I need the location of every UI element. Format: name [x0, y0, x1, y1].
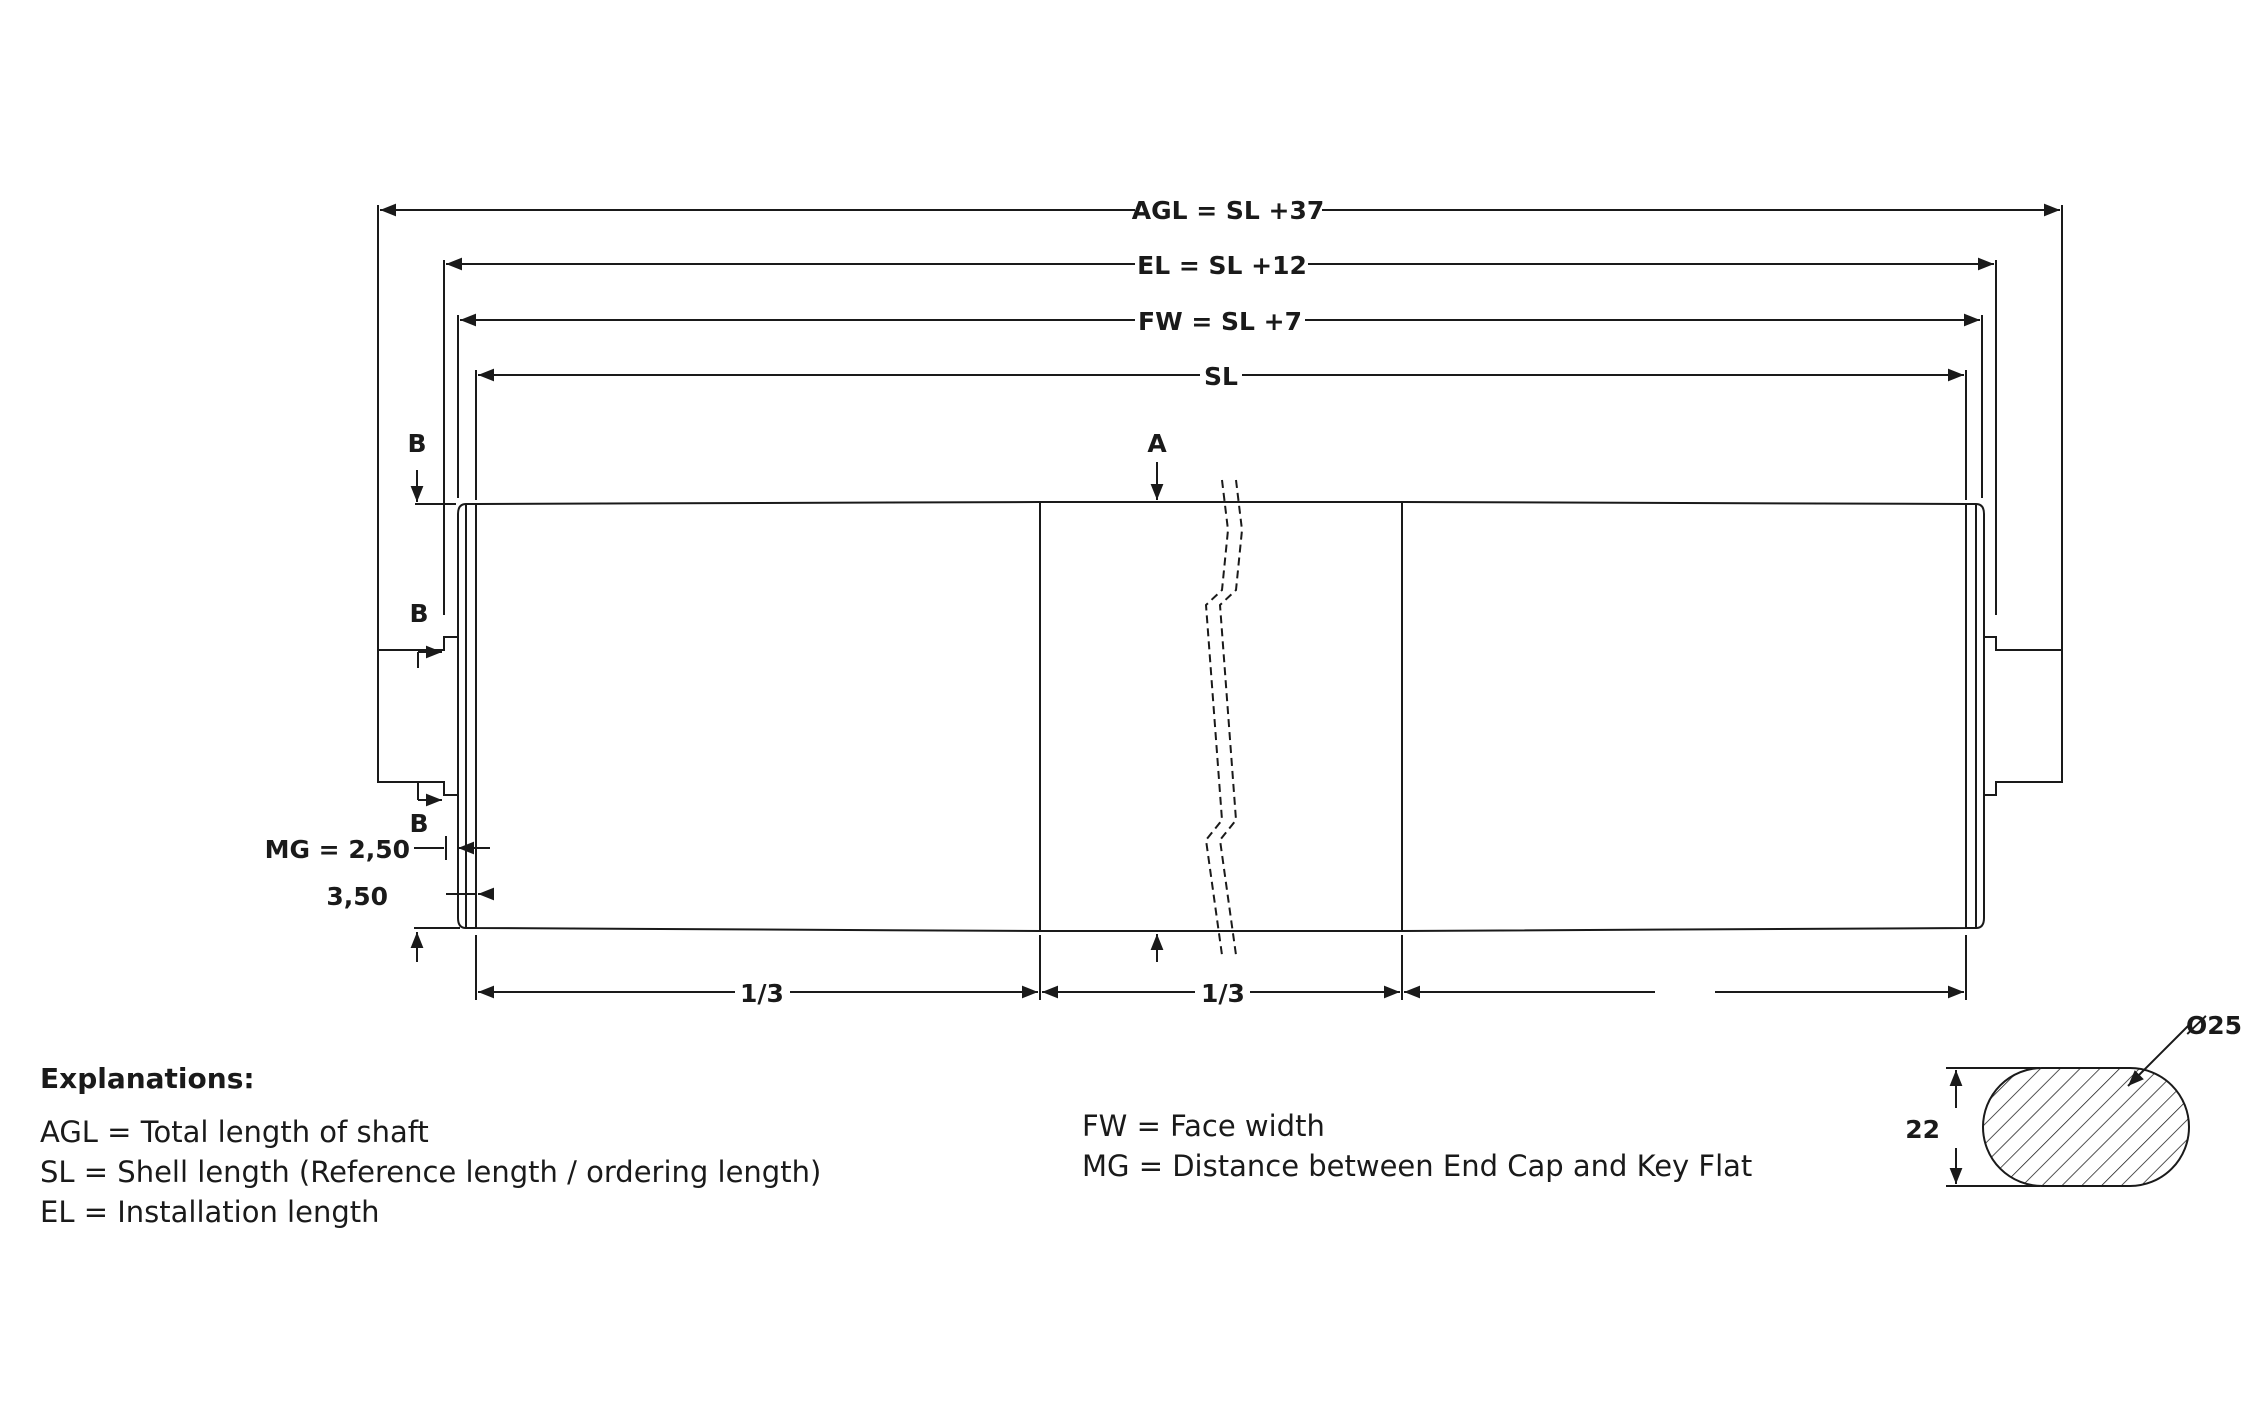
- explanations-right: FW = Face width MG = Distance between En…: [1082, 1106, 1752, 1186]
- break-line-2: [1218, 479, 1244, 956]
- key-flat-label: 22: [1905, 1115, 1940, 1144]
- third-label-left: 1/3: [740, 979, 784, 1008]
- sl-label: SL: [1204, 362, 1238, 391]
- agl-label: AGL = SL +37: [1132, 196, 1325, 225]
- shaft-section-hatch: [1983, 1068, 2189, 1186]
- marker-b-mid: B: [409, 599, 428, 628]
- fw-label: FW = SL +7: [1138, 307, 1302, 336]
- marker-a: A: [1147, 429, 1167, 458]
- end-cap-left: [457, 503, 476, 929]
- break-line-1: [1204, 479, 1230, 956]
- explanation-mg: MG = Distance between End Cap and Key Fl…: [1082, 1149, 1753, 1183]
- marker-b-low: B: [409, 809, 428, 838]
- end-cap-right: [1966, 503, 1985, 929]
- shaft-cross-section: [1982, 1067, 2190, 1187]
- shaft-right: [1984, 636, 2063, 796]
- shaft-left: [377, 636, 458, 796]
- mg-label: MG = 2,50: [265, 835, 410, 864]
- explanations-left: AGL = Total length of shaft SL = Shell l…: [40, 1112, 821, 1232]
- diameter-leader: [2127, 1025, 2189, 1087]
- marker-b-top: B: [407, 429, 426, 458]
- offset-label: 3,50: [326, 882, 388, 911]
- diameter-label: Ø25: [2186, 1011, 2242, 1040]
- roller-shell: [475, 501, 1967, 932]
- explanation-sl: SL = Shell length (Reference length / or…: [40, 1155, 822, 1189]
- explanation-fw: FW = Face width: [1082, 1109, 1325, 1143]
- explanation-agl: AGL = Total length of shaft: [40, 1115, 429, 1149]
- third-label-mid: 1/3: [1201, 979, 1245, 1008]
- el-label: EL = SL +12: [1137, 251, 1307, 280]
- explanation-el: EL = Installation length: [40, 1195, 380, 1229]
- explanations-title: Explanations:: [40, 1062, 255, 1095]
